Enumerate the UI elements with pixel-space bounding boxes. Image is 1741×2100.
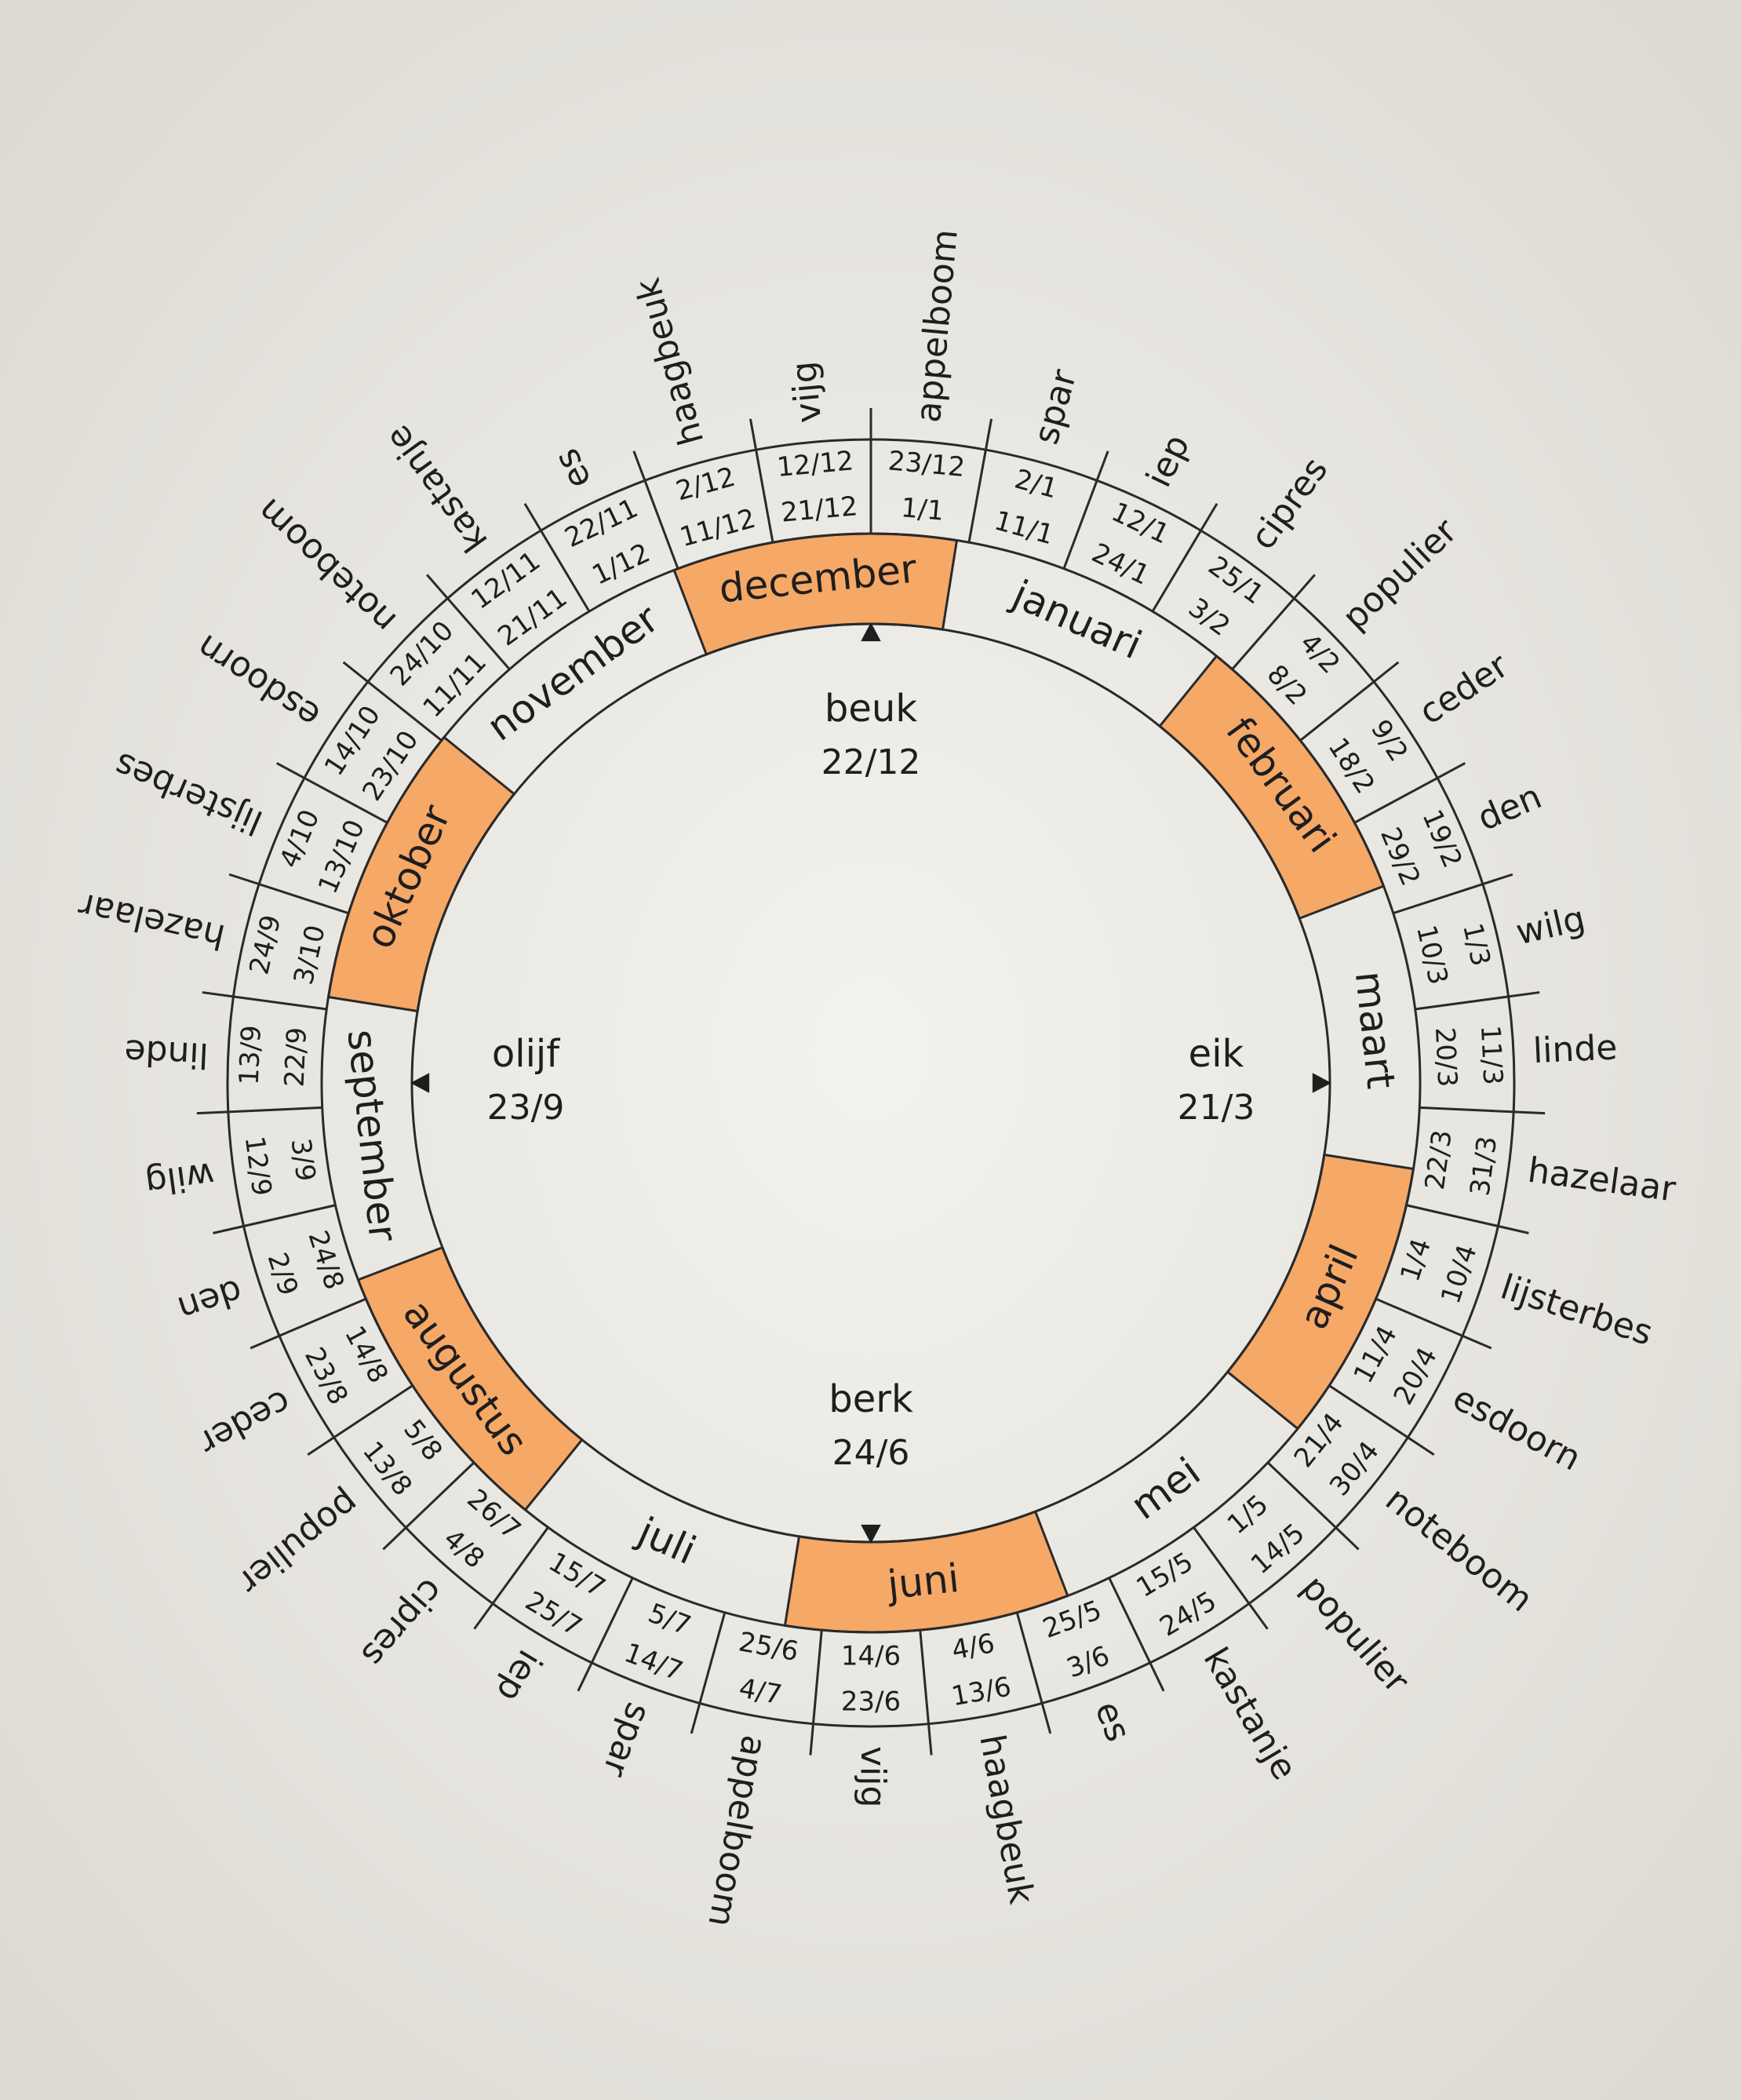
segment-divider [690,1612,727,1734]
segment-divider [196,1106,322,1115]
end-date: 20/3 [1429,1026,1462,1088]
marker-arrow [861,622,881,642]
segment-divider [1151,502,1218,612]
segment-divider [967,418,993,543]
end-date: 21/12 [780,490,859,529]
segment-divider [426,574,511,670]
segment-divider [275,762,388,824]
marker-date: 21/3 [1178,1088,1255,1128]
marker-tree: berk [829,1377,913,1421]
start-date: 23/12 [887,445,966,483]
segment-divider [213,1204,336,1234]
tree-name: linde [1532,1027,1619,1071]
segment-divider [1406,1204,1529,1234]
tree-name: wilg [143,1154,217,1203]
start-date: 4/6 [949,1628,997,1666]
month-label: juni [884,1555,961,1608]
segment-divider [307,1384,413,1457]
segment-divider [382,1461,475,1551]
segment-divider [1375,1297,1492,1350]
marker-arrow [410,1073,430,1093]
segment-divider [342,661,443,742]
tree-name: linde [123,1031,209,1075]
segment-divider [1415,991,1540,1011]
start-date: 13/9 [234,1024,268,1085]
segment-divider [1353,762,1466,824]
marker-tree: beuk [825,687,917,731]
segment-divider [1015,1612,1052,1734]
segment-divider [1062,450,1109,570]
marker-arrow [1312,1073,1331,1093]
tree-name: vijg [784,359,829,425]
segment-divider [1108,1577,1165,1692]
start-date: 12/12 [775,445,854,483]
marker-date: 23/9 [487,1088,565,1128]
segment-divider [1266,1461,1360,1551]
segment-divider [748,418,774,543]
marker-tree: eik [1189,1032,1244,1076]
end-date: 4/7 [737,1672,785,1711]
segment-divider [1419,1106,1546,1115]
end-date: 23/6 [841,1686,901,1718]
segment-divider [632,450,679,570]
marker-arrow [861,1524,881,1544]
start-date: 14/6 [841,1641,901,1672]
segment-divider [228,873,349,915]
segment-divider [1299,661,1400,742]
end-date: 1/1 [900,492,945,527]
segment-divider [249,1297,366,1350]
segment-divider [202,991,327,1011]
segment-divider [919,1630,933,1755]
end-date: 22/9 [279,1026,313,1088]
segment-divider [1193,1526,1269,1630]
start-date: 11/3 [1474,1024,1508,1085]
tree-name: vijg [853,1746,893,1807]
segment-divider [1393,873,1513,915]
segment-divider [1231,574,1316,670]
start-date: 3/9 [285,1136,322,1183]
segment-divider [473,1526,549,1630]
segment-divider [1328,1384,1435,1457]
marker-date: 24/6 [832,1433,910,1473]
marker-date: 22/12 [821,742,921,782]
segment-divider [523,502,591,612]
marker-tree: olijf [492,1032,560,1076]
segment-divider [577,1577,634,1692]
segment-divider [809,1630,823,1755]
